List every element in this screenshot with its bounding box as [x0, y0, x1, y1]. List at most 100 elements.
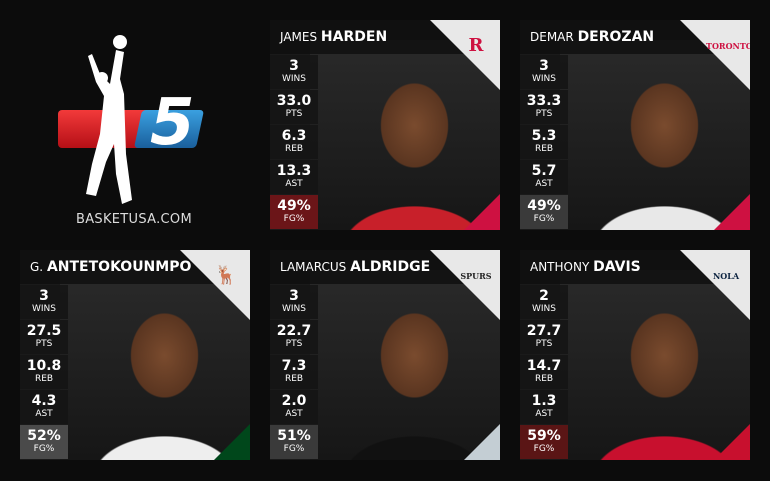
pelicans-logo-icon: NOLA [712, 271, 740, 281]
stat-label: AST [35, 409, 53, 419]
player-card: LAMARCUS ALDRIDGE SPURS 3 WINS 22.7 PTS 7.3 R… [270, 250, 500, 460]
team-accent-triangle [714, 424, 750, 460]
stat-value: 33.3 [526, 93, 562, 109]
player-card: DEMAR DEROZAN TORONTO 3 WINS 33.3 PTS 5.3 REB… [520, 20, 750, 230]
stats-column: 3 WINS 33.3 PTS 5.3 REB 5.7 AST 49% FG% [520, 55, 568, 230]
stat-pts: 27.5 PTS [20, 320, 68, 354]
rockets-logo-icon: R [468, 35, 484, 56]
site-name: BASKETUSA.COM [76, 212, 192, 227]
team-accent-triangle [714, 194, 750, 230]
player-last-name: HARDEN [320, 29, 388, 45]
stat-label: AST [285, 179, 303, 189]
stat-fg-pct: 51% FG% [270, 425, 318, 459]
stat-label: WINS [32, 304, 56, 314]
stat-ast: 4.3 AST [20, 390, 68, 424]
stat-label: AST [285, 409, 303, 419]
team-corner [430, 250, 500, 320]
stat-label: WINS [282, 74, 306, 84]
stat-value: 10.8 [26, 358, 62, 374]
player-first-name: JAMES [280, 30, 318, 44]
player-last-name: DEROZAN [577, 29, 655, 45]
player-silhouette-icon [86, 35, 132, 204]
player-last-name: DAVIS [593, 259, 641, 275]
stat-value: 3 [289, 58, 299, 74]
spurs-logo-icon: SPURS [460, 271, 492, 281]
stat-label: REB [284, 144, 304, 154]
stat-wins: 3 WINS [270, 285, 318, 319]
stat-label: WINS [532, 74, 556, 84]
stat-reb: 6.3 REB [270, 125, 318, 159]
stat-fg-pct: 59% FG% [520, 425, 568, 459]
basketusa-logo: 5 BASKETUSA.COM [40, 20, 240, 240]
stat-value: 27.7 [526, 323, 562, 339]
stat-ast: 1.3 AST [520, 390, 568, 424]
team-accent-triangle [464, 194, 500, 230]
stat-value: 27.5 [26, 323, 62, 339]
stat-value: 49% [277, 198, 311, 214]
stat-wins: 3 WINS [270, 55, 318, 89]
stat-label: FG% [283, 214, 305, 224]
stat-pts: 22.7 PTS [270, 320, 318, 354]
stat-value: 4.3 [31, 393, 57, 409]
player-card: ANTHONY DAVIS NOLA 2 WINS 27.7 PTS 14.7 REB 1.… [520, 250, 750, 460]
stat-label: REB [534, 374, 554, 384]
stat-value: 3 [289, 288, 299, 304]
stat-fg-pct: 49% FG% [520, 195, 568, 229]
player-first-name: G. [30, 260, 44, 274]
stat-label: FG% [533, 214, 555, 224]
stat-label: WINS [532, 304, 556, 314]
stat-reb: 7.3 REB [270, 355, 318, 389]
stat-label: AST [535, 409, 553, 419]
stat-label: PTS [535, 339, 553, 349]
stat-wins: 3 WINS [20, 285, 68, 319]
stat-label: REB [534, 144, 554, 154]
stat-pts: 33.3 PTS [520, 90, 568, 124]
player-card: G. ANTETOKOUNMPO 🦌 3 WINS 27.5 PTS 10.8 REB 4.… [20, 250, 250, 460]
stat-reb: 5.3 REB [520, 125, 568, 159]
stat-value: 6.3 [281, 128, 307, 144]
team-accent-triangle [214, 424, 250, 460]
stats-column: 3 WINS 22.7 PTS 7.3 REB 2.0 AST 51% FG% [270, 285, 318, 460]
stat-label: WINS [282, 304, 306, 314]
player-first-name: ANTHONY [530, 260, 590, 274]
stat-ast: 5.7 AST [520, 160, 568, 194]
stat-value: 14.7 [526, 358, 562, 374]
stat-value: 3 [39, 288, 49, 304]
stat-value: 2 [539, 288, 549, 304]
raptors-logo-icon: TORONTO [706, 41, 750, 51]
logo-number: 5 [150, 86, 195, 160]
stat-label: PTS [285, 339, 303, 349]
stats-column: 3 WINS 33.0 PTS 6.3 REB 13.3 AST 49% FG% [270, 55, 318, 230]
bucks-logo-icon: 🦌 [214, 265, 238, 286]
stat-label: FG% [283, 444, 305, 454]
stat-label: PTS [535, 109, 553, 119]
stats-column: 2 WINS 27.7 PTS 14.7 REB 1.3 AST 59% FG% [520, 285, 568, 460]
team-corner [180, 250, 250, 320]
stat-value: 3 [539, 58, 549, 74]
stat-fg-pct: 49% FG% [270, 195, 318, 229]
stat-value: 59% [527, 428, 561, 444]
stat-reb: 14.7 REB [520, 355, 568, 389]
stat-value: 7.3 [281, 358, 307, 374]
stat-pts: 27.7 PTS [520, 320, 568, 354]
stat-label: REB [284, 374, 304, 384]
stat-label: FG% [533, 444, 555, 454]
stat-value: 49% [527, 198, 561, 214]
player-last-name: ALDRIDGE [350, 259, 431, 275]
stat-ast: 13.3 AST [270, 160, 318, 194]
stat-value: 51% [277, 428, 311, 444]
team-accent-triangle [464, 424, 500, 460]
stat-label: AST [535, 179, 553, 189]
stat-wins: 3 WINS [520, 55, 568, 89]
stat-value: 2.0 [281, 393, 307, 409]
stat-wins: 2 WINS [520, 285, 568, 319]
player-first-name: DEMAR [530, 30, 574, 44]
stat-label: REB [34, 374, 54, 384]
stat-value: 13.3 [276, 163, 312, 179]
team-corner [680, 20, 750, 90]
stat-fg-pct: 52% FG% [20, 425, 68, 459]
player-last-name: ANTETOKOUNMPO [46, 259, 192, 275]
stat-value: 33.0 [276, 93, 312, 109]
stat-label: PTS [35, 339, 53, 349]
stat-label: PTS [285, 109, 303, 119]
